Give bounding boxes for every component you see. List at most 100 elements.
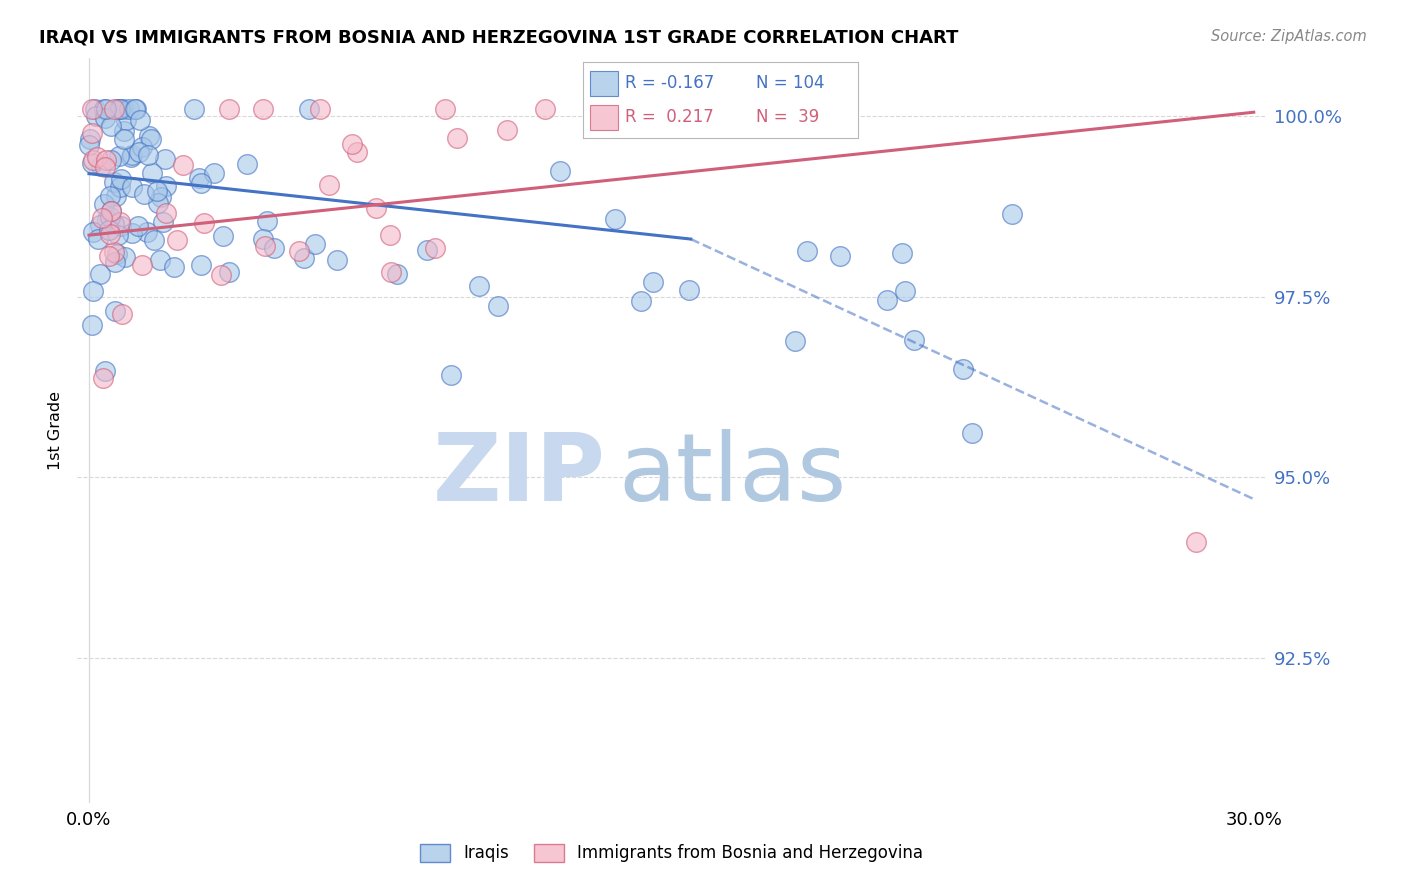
Point [128,145,150,160]
Point [486,299,509,313]
Point [148,196,170,211]
Point [364,202,387,216]
Point [235,157,257,171]
Point [120,150,142,164]
Point [298,102,321,116]
Point [105,102,128,116]
Point [188,171,211,186]
Point [146,184,169,198]
Point [107,102,129,116]
Point [94,153,117,167]
Text: IRAQI VS IMMIGRANTS FROM BOSNIA AND HERZEGOVINA 1ST GRADE CORRELATION CHART: IRAQI VS IMMIGRANTS FROM BOSNIA AND HERZ… [39,29,959,46]
Point [93,103,115,117]
Point [110,180,132,194]
Point [131,258,153,272]
Point [84,102,107,116]
Point [416,244,439,258]
Point [100,119,122,133]
Point [110,215,132,229]
Point [288,244,311,258]
Text: N =  39: N = 39 [756,109,820,127]
Point [446,130,468,145]
Point [209,268,232,283]
Point [87,231,110,245]
Point [82,126,104,140]
Point [318,178,340,192]
Point [326,252,349,267]
Point [105,246,128,260]
Point [903,333,925,347]
Point [380,265,402,279]
Point [124,102,146,116]
Text: ZIP: ZIP [433,429,606,521]
Point [308,102,330,116]
Point [190,259,212,273]
Point [82,284,104,298]
Point [134,186,156,201]
Point [153,152,176,166]
Point [172,158,194,172]
Point [125,102,148,116]
Point [1184,535,1206,549]
Point [256,214,278,228]
Point [211,228,233,243]
Point [100,203,122,218]
Point [163,260,186,274]
Point [93,160,115,174]
Point [100,153,122,167]
Text: R =  0.217: R = 0.217 [624,109,713,127]
Point [796,244,818,258]
Point [893,284,915,298]
Point [304,236,326,251]
Point [142,234,165,248]
Point [79,132,101,146]
Point [103,102,125,116]
Point [496,123,519,137]
Point [100,204,122,219]
Point [292,251,315,265]
Point [141,132,163,146]
Point [108,102,131,116]
Point [117,102,139,116]
Point [423,241,446,255]
Point [127,219,149,233]
Bar [591,70,617,95]
Point [103,244,125,259]
Point [193,216,215,230]
Point [152,215,174,229]
Point [98,189,121,203]
Point [110,307,132,321]
Point [183,102,205,116]
Point [82,225,104,239]
Point [86,150,108,164]
Point [114,250,136,264]
Point [121,148,143,162]
Point [202,166,225,180]
Point [96,212,118,227]
Point [121,179,143,194]
Point [641,275,664,289]
Point [960,426,983,441]
Point [263,240,285,254]
Point [592,120,614,134]
Point [550,164,572,178]
Text: R = -0.167: R = -0.167 [624,74,714,92]
Point [84,109,107,123]
Point [104,188,127,202]
Point [783,334,806,348]
Bar [591,105,617,130]
Point [108,149,131,163]
Point [98,249,121,263]
Point [155,179,177,194]
Point [110,219,132,233]
Point [98,210,121,224]
Point [135,225,157,239]
Point [82,156,104,170]
Point [77,138,100,153]
Point [218,264,240,278]
Point [98,223,121,237]
Point [141,166,163,180]
Point [890,246,912,260]
Point [380,227,402,242]
Point [1001,207,1024,221]
